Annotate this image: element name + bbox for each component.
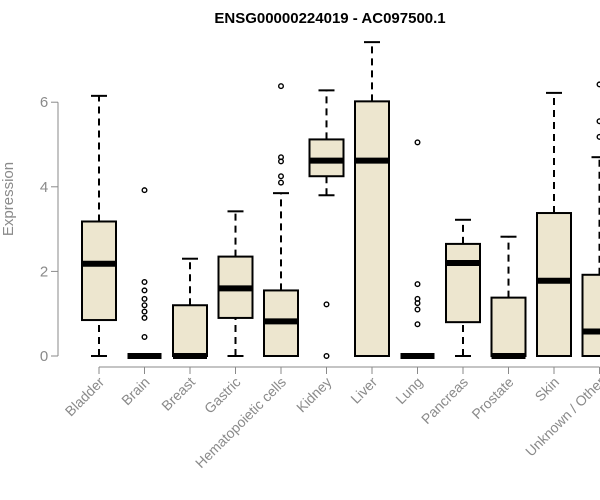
y-axis: 0 2 4 6 xyxy=(40,94,59,365)
outlier-point xyxy=(414,321,421,328)
outlier-point xyxy=(141,302,148,309)
outlier-point xyxy=(141,295,148,302)
outlier-point xyxy=(141,333,148,340)
y-axis-label: Expression xyxy=(0,162,17,236)
outlier-point xyxy=(414,306,421,313)
outlier-point xyxy=(278,179,285,186)
x-tick-label: Prostate xyxy=(468,374,516,422)
outlier-point xyxy=(414,281,421,288)
y-tick-label: 0 xyxy=(40,348,48,365)
box-breast xyxy=(172,257,208,359)
outlier-point xyxy=(414,295,421,302)
chart-title: ENSG00000224019 - AC097500.1 xyxy=(214,10,445,27)
box-bladder xyxy=(81,94,117,357)
iqr-box xyxy=(536,212,572,357)
box-unknown-other xyxy=(581,81,600,357)
x-tick-label: Pancreas xyxy=(418,374,471,427)
outlier-point xyxy=(141,287,148,294)
x-tick-label: Liver xyxy=(347,374,380,407)
box-prostate xyxy=(490,235,527,359)
iqr-box xyxy=(354,100,390,357)
outlier-point xyxy=(323,353,330,360)
box-hematopoietic-cells xyxy=(263,83,299,357)
iqr-box xyxy=(172,304,208,357)
x-tick-label: Unknown / Other xyxy=(522,374,600,460)
outlier-point xyxy=(414,139,421,146)
x-tick-label: Bladder xyxy=(62,374,108,420)
y-tick-label: 2 xyxy=(40,263,48,280)
y-tick-label: 6 xyxy=(40,94,48,111)
iqr-box xyxy=(490,296,527,358)
x-tick-label: Breast xyxy=(158,374,198,414)
box-gastric xyxy=(217,210,254,357)
box-series xyxy=(81,41,600,360)
x-tick-label: Hematopoietic cells xyxy=(192,374,289,471)
box-liver xyxy=(354,41,390,357)
iqr-box xyxy=(445,242,481,324)
box-lung xyxy=(400,139,435,359)
outlier-point xyxy=(278,173,285,180)
x-tick-label: Kidney xyxy=(293,374,335,416)
x-tick-label: Skin xyxy=(532,374,563,405)
box-pancreas xyxy=(445,218,481,357)
x-tick-label: Brain xyxy=(118,374,152,408)
x-tick-label: Lung xyxy=(392,374,425,407)
outlier-point xyxy=(141,314,148,321)
box-kidney xyxy=(308,89,345,360)
y-tick-label: 4 xyxy=(40,179,48,196)
outlier-point xyxy=(278,83,285,90)
outlier-point xyxy=(141,278,148,285)
outlier-point xyxy=(278,154,285,161)
iqr-box xyxy=(81,220,117,322)
iqr-box xyxy=(581,273,600,357)
outlier-point xyxy=(141,308,148,315)
outlier-point xyxy=(323,301,330,308)
x-tick-label: Gastric xyxy=(201,374,244,417)
box-skin xyxy=(536,91,572,357)
outlier-point xyxy=(141,187,148,194)
box-brain xyxy=(127,187,162,359)
